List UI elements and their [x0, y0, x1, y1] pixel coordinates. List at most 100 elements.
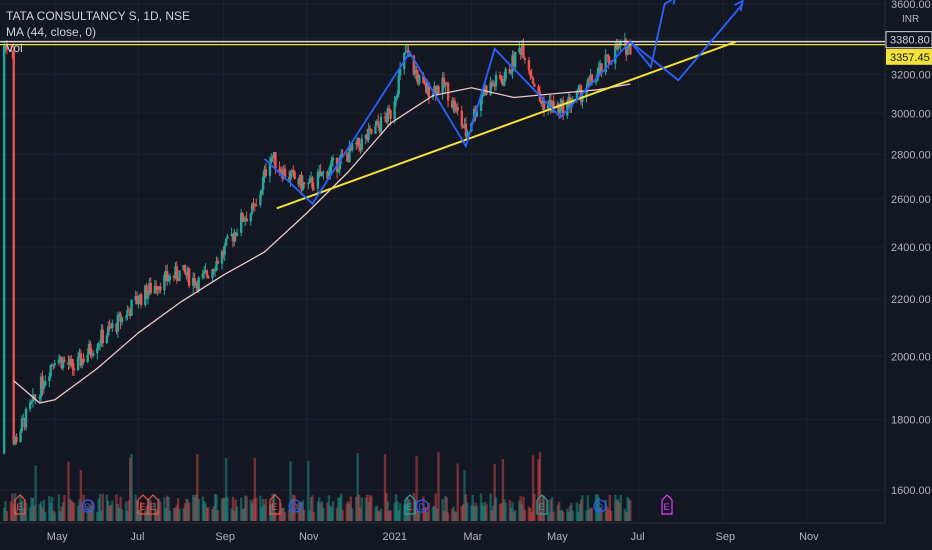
- candle-body[interactable]: [416, 74, 420, 84]
- candle-body[interactable]: [330, 160, 333, 166]
- candle-body[interactable]: [212, 269, 215, 271]
- candle-body[interactable]: [309, 177, 313, 179]
- candle-body[interactable]: [607, 55, 610, 63]
- earnings-marker[interactable]: [14, 494, 26, 515]
- candle-body[interactable]: [379, 116, 383, 132]
- candle-body[interactable]: [422, 75, 425, 84]
- candle-body[interactable]: [377, 121, 380, 126]
- candle-body[interactable]: [398, 68, 402, 76]
- candle-body[interactable]: [271, 157, 274, 159]
- candle-body[interactable]: [492, 83, 495, 86]
- candle-body[interactable]: [30, 401, 33, 403]
- candle-body[interactable]: [28, 402, 32, 409]
- candle-body[interactable]: [386, 108, 389, 123]
- candle-body[interactable]: [598, 63, 602, 69]
- candle-body[interactable]: [20, 418, 24, 432]
- candle-body[interactable]: [404, 51, 407, 53]
- candle-body[interactable]: [307, 183, 310, 185]
- candle-body[interactable]: [268, 161, 272, 176]
- candle-body[interactable]: [446, 83, 450, 101]
- candle-body[interactable]: [498, 75, 502, 79]
- moving-average-line[interactable]: [13, 83, 631, 404]
- candle-body[interactable]: [87, 343, 91, 355]
- candle-body[interactable]: [393, 101, 396, 119]
- candle-body[interactable]: [233, 232, 236, 242]
- level-price-tag[interactable]: [885, 31, 932, 49]
- candle-body[interactable]: [408, 55, 411, 57]
- candle-body[interactable]: [374, 125, 377, 134]
- candle-body[interactable]: [98, 343, 102, 345]
- candle-body[interactable]: [252, 203, 255, 205]
- candle-body[interactable]: [71, 359, 74, 369]
- candle-body[interactable]: [287, 177, 291, 180]
- support-trendline[interactable]: [276, 40, 737, 210]
- candle-body[interactable]: [298, 174, 302, 185]
- candle-body[interactable]: [239, 212, 243, 233]
- candle-body[interactable]: [597, 68, 601, 75]
- candle-body[interactable]: [356, 137, 359, 145]
- candle-body[interactable]: [442, 77, 446, 87]
- candle-body[interactable]: [585, 87, 588, 96]
- candle-body[interactable]: [375, 121, 379, 126]
- candle-body[interactable]: [594, 80, 598, 83]
- candle-body[interactable]: [615, 45, 618, 50]
- candle-body[interactable]: [348, 146, 351, 163]
- candle-body[interactable]: [134, 295, 137, 301]
- candle-body[interactable]: [293, 171, 296, 179]
- candle-body[interactable]: [329, 165, 332, 173]
- candle-body[interactable]: [193, 277, 196, 286]
- candle-body[interactable]: [508, 69, 511, 74]
- candle-body[interactable]: [272, 152, 276, 159]
- candle-body[interactable]: [567, 97, 570, 101]
- candle-body[interactable]: [503, 79, 506, 86]
- candle-body[interactable]: [159, 286, 162, 291]
- candle-body[interactable]: [78, 353, 81, 357]
- candle-body[interactable]: [557, 103, 561, 114]
- candle-body[interactable]: [444, 82, 447, 87]
- candle-body[interactable]: [137, 302, 140, 305]
- candle-body[interactable]: [523, 58, 527, 61]
- candle-body[interactable]: [230, 234, 233, 236]
- candle-body[interactable]: [259, 194, 262, 206]
- candle-body[interactable]: [426, 82, 429, 93]
- candle-body[interactable]: [292, 170, 295, 172]
- candle-body[interactable]: [4, 45, 7, 47]
- candle-body[interactable]: [41, 376, 44, 389]
- candle-body[interactable]: [185, 272, 188, 276]
- candle-body[interactable]: [500, 78, 503, 83]
- candle-body[interactable]: [111, 323, 114, 329]
- candle-body[interactable]: [279, 170, 283, 173]
- candle-body[interactable]: [244, 218, 247, 221]
- candle-body[interactable]: [357, 137, 361, 146]
- candle-body[interactable]: [278, 168, 281, 171]
- candle-body[interactable]: [504, 69, 507, 80]
- candle-body[interactable]: [493, 83, 496, 87]
- candle-body[interactable]: [81, 358, 84, 366]
- candle-body[interactable]: [396, 93, 399, 98]
- candle-body[interactable]: [130, 300, 133, 316]
- candle-body[interactable]: [475, 110, 479, 117]
- candle-body[interactable]: [451, 100, 454, 108]
- candle-body[interactable]: [322, 171, 325, 173]
- candle-body[interactable]: [626, 46, 629, 56]
- dividend-marker[interactable]: [415, 499, 429, 513]
- candle-body[interactable]: [86, 354, 89, 362]
- candle-body[interactable]: [11, 50, 14, 52]
- candle-body[interactable]: [483, 85, 487, 93]
- candle-body[interactable]: [604, 54, 607, 73]
- candle-body[interactable]: [512, 55, 516, 67]
- candle-body[interactable]: [364, 134, 368, 139]
- candle-body[interactable]: [460, 110, 463, 127]
- candle-body[interactable]: [260, 190, 263, 195]
- candle-body[interactable]: [337, 169, 340, 172]
- candle-body[interactable]: [52, 364, 55, 366]
- candle-body[interactable]: [301, 182, 305, 191]
- candle-body[interactable]: [605, 54, 609, 56]
- candle-body[interactable]: [222, 251, 225, 255]
- candle-body[interactable]: [231, 234, 235, 242]
- candle-body[interactable]: [68, 358, 72, 365]
- candle-body[interactable]: [224, 238, 228, 246]
- candle-body[interactable]: [101, 329, 104, 344]
- candle-body[interactable]: [22, 418, 25, 420]
- ma-legend[interactable]: MA (44, close, 0): [6, 25, 97, 39]
